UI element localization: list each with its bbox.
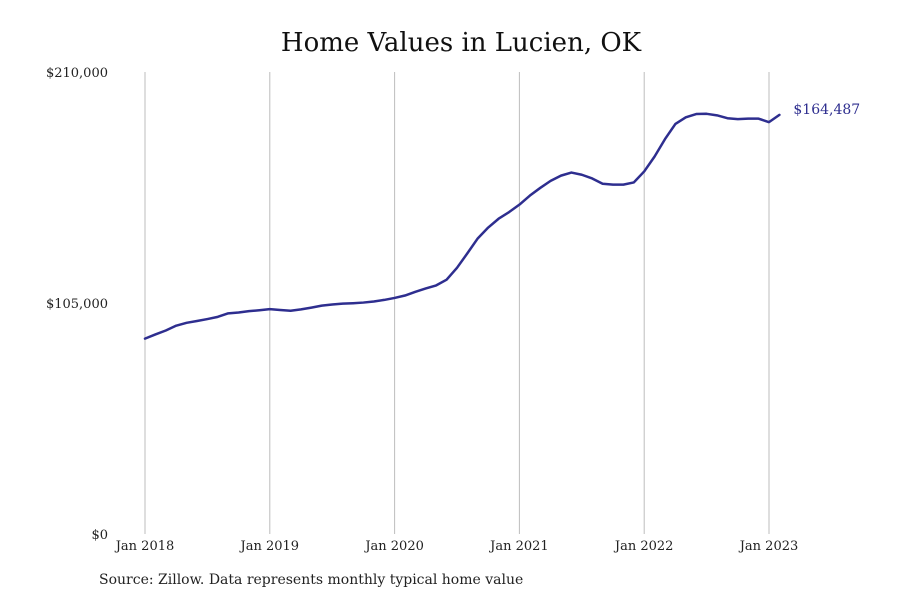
- chart-title: Home Values in Lucien, OK: [281, 28, 642, 58]
- x-tick-label: Jan 2019: [239, 539, 300, 554]
- end-value-label: $164,487: [793, 102, 860, 118]
- y-tick-label: $0: [91, 528, 108, 543]
- x-tick-label: Jan 2021: [488, 539, 549, 554]
- source-note: Source: Zillow. Data represents monthly …: [99, 572, 524, 588]
- gridlines: [144, 72, 770, 534]
- y-tick-label: $210,000: [46, 66, 108, 81]
- home-value-line: [143, 112, 781, 340]
- x-tick-label: Jan 2020: [363, 539, 424, 554]
- x-tick-label: Jan 2022: [613, 539, 674, 554]
- x-tick-label: Jan 2023: [738, 539, 799, 554]
- x-axis-ticks: Jan 2018 Jan 2019 Jan 2020 Jan 2021 Jan 2022…: [114, 539, 799, 554]
- y-axis-ticks: $0 $105,000 $210,000: [46, 66, 108, 543]
- y-tick-label: $105,000: [46, 297, 108, 312]
- series-layer: [143, 112, 781, 340]
- end-label-layer: $164,487: [793, 102, 860, 118]
- x-tick-label: Jan 2018: [114, 539, 175, 554]
